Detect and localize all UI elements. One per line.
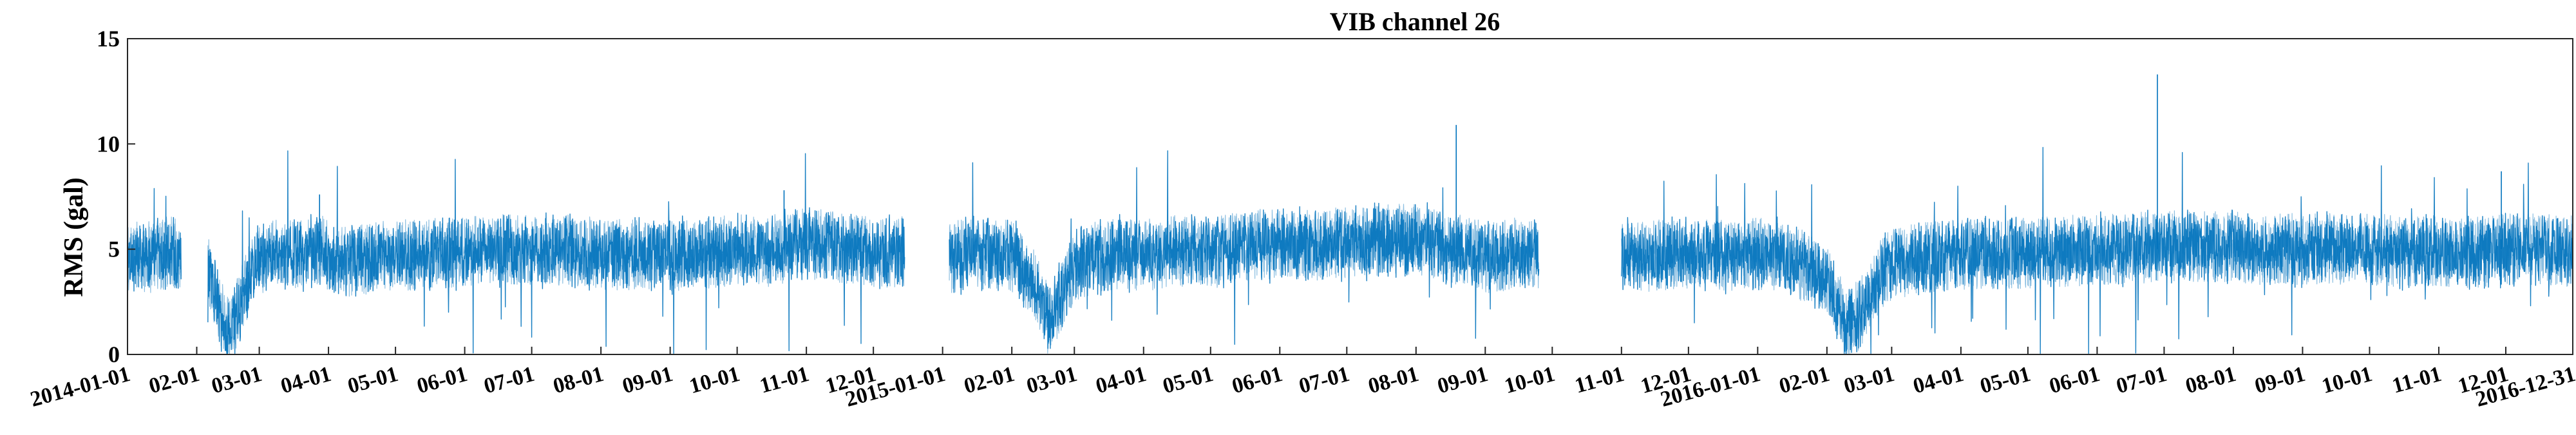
y-tick-label: 5	[108, 237, 120, 262]
x-tick-label: 05-01	[1160, 362, 1216, 398]
y-tick-label: 10	[97, 131, 120, 157]
plot-area-frame	[127, 38, 2573, 355]
x-tick-label: 07-01	[482, 362, 537, 398]
x-tick-label: 04-01	[1911, 362, 1966, 398]
y-tick-label: 0	[108, 342, 120, 367]
series-trace	[207, 150, 905, 354]
x-tick-label: 09-01	[1435, 362, 1490, 398]
x-tick-label: 08-01	[1366, 362, 1421, 398]
series-trace	[949, 150, 1540, 349]
x-tick-label: 2014-01-01	[28, 362, 133, 412]
x-tick-label: 11-01	[2390, 362, 2444, 398]
x-tick-label: 03-01	[1024, 362, 1079, 398]
y-ticks: 0 5 10 15	[97, 26, 135, 367]
x-tick-label: 09-01	[2252, 362, 2307, 398]
series-trace	[127, 188, 182, 292]
x-ticks: 2014-01-01 02-01 03-01 04-01 05-01 06-01 07-01…	[28, 347, 2576, 412]
x-tick-label: 07-01	[2114, 362, 2169, 398]
x-tick-label: 06-01	[1229, 362, 1285, 398]
x-tick-label: 10-01	[687, 362, 743, 398]
x-tick-label: 08-01	[2183, 362, 2239, 398]
x-tick-label: 05-01	[1978, 362, 2033, 398]
chart-title: VIB channel 26	[1330, 7, 1501, 36]
x-tick-label: 11-01	[757, 362, 811, 398]
x-tick-label: 02-01	[146, 362, 202, 398]
x-tick-label: 02-01	[961, 362, 1017, 398]
x-tick-label: 06-01	[2047, 362, 2102, 398]
data-layer	[127, 74, 2573, 354]
x-tick-label: 02-01	[1777, 362, 1832, 398]
x-tick-label: 07-01	[1296, 362, 1352, 398]
x-tick-label: 06-01	[414, 362, 469, 398]
x-tick-label: 08-01	[551, 362, 606, 398]
x-tick-label: 10-01	[2319, 362, 2374, 398]
x-tick-label: 03-01	[1841, 362, 1897, 398]
x-tick-label: 05-01	[345, 362, 401, 398]
x-tick-label: 03-01	[209, 362, 264, 398]
x-tick-label: 11-01	[1572, 362, 1626, 398]
x-tick-label: 09-01	[620, 362, 675, 398]
x-tick-label: 10-01	[1502, 362, 1557, 398]
series-trace	[1621, 147, 2573, 354]
y-axis-label: RMS (gal)	[59, 177, 89, 296]
x-tick-label: 04-01	[278, 362, 334, 398]
y-tick-label: 15	[97, 26, 120, 52]
x-tick-label: 04-01	[1094, 362, 1149, 398]
